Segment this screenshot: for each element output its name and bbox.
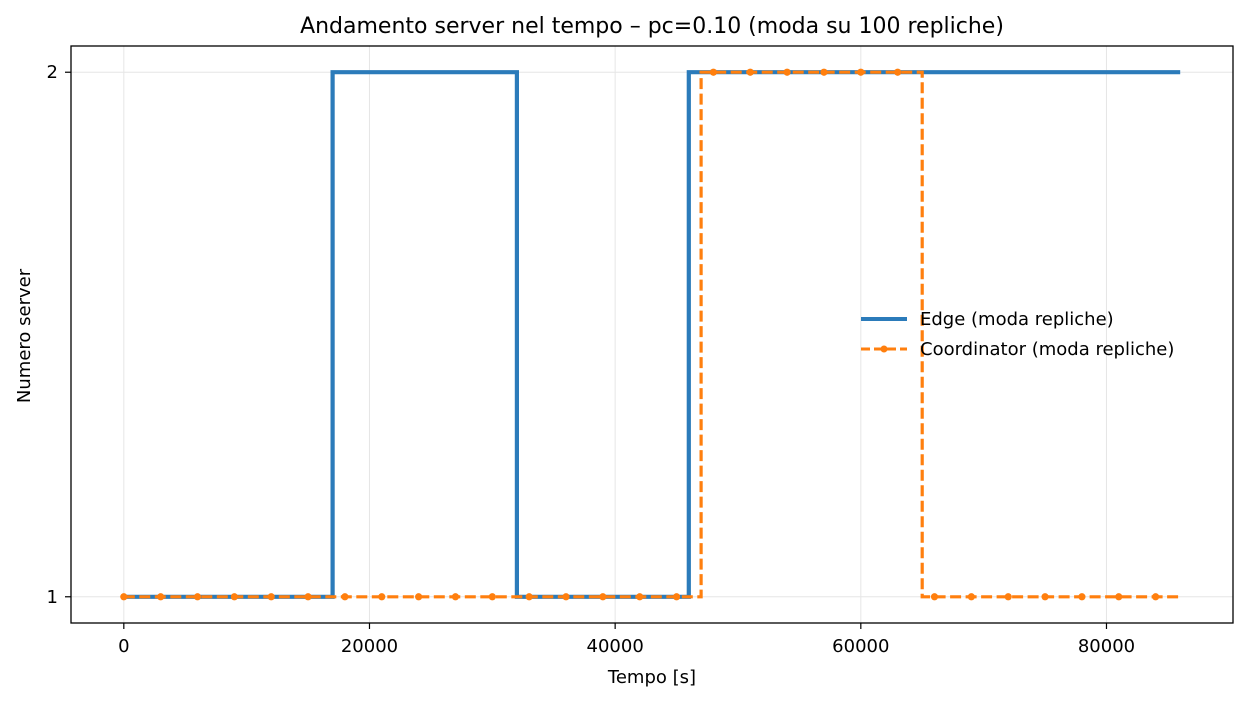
coordinator-marker: [230, 593, 238, 601]
coordinator-marker: [1004, 593, 1012, 601]
coordinator-marker: [1041, 593, 1049, 601]
x-tick-label: 60000: [832, 636, 889, 657]
coordinator-marker: [930, 593, 939, 601]
coordinator-series-line: [123, 70, 1181, 599]
coordinator-marker: [525, 593, 533, 601]
y-tick-label: 2: [47, 62, 58, 83]
coordinator-marker: [1152, 593, 1160, 601]
coordinator-marker: [820, 68, 828, 76]
x-tick-label: 20000: [341, 636, 398, 657]
coordinator-marker: [857, 68, 865, 76]
coordinator-marker: [267, 593, 275, 601]
coordinator-marker: [193, 593, 202, 601]
legend-edge-label: Edge (moda repliche): [920, 309, 1114, 330]
chart-title: Andamento server nel tempo – pc=0.10 (mo…: [300, 14, 1004, 39]
coordinator-marker: [636, 593, 644, 601]
legend: Edge (moda repliche) Coordinator (moda r…: [861, 309, 1174, 360]
coordinator-marker: [1078, 593, 1086, 601]
coordinator-marker: [967, 593, 975, 601]
legend-coordinator-label: Coordinator (moda repliche): [920, 339, 1174, 360]
coordinator-marker: [1115, 593, 1123, 601]
x-axis-label: Tempo [s]: [607, 667, 696, 688]
coordinator-marker: [415, 593, 423, 601]
coordinator-marker: [120, 593, 128, 601]
coordinator-marker: [488, 593, 496, 601]
series-layer: [120, 68, 1181, 601]
coordinator-marker: [783, 68, 791, 76]
coordinator-marker: [562, 593, 570, 601]
legend-coordinator-marker: [880, 345, 888, 353]
plot-frame: [70, 45, 1234, 624]
coordinator-marker: [599, 593, 607, 601]
coordinator-marker: [746, 68, 754, 76]
coordinator-marker: [451, 593, 460, 601]
coordinator-marker: [894, 68, 902, 76]
coordinator-marker: [378, 593, 386, 601]
x-tick-label: 80000: [1078, 636, 1135, 657]
coordinator-marker: [304, 593, 312, 601]
edge-series-line: [123, 70, 1181, 599]
coordinator-marker: [157, 593, 165, 601]
x-tick-label: 0: [118, 636, 129, 657]
coordinator-marker: [341, 593, 349, 601]
y-tick-label: 1: [47, 587, 58, 608]
x-tick-label: 40000: [587, 636, 644, 657]
grid: [71, 46, 1233, 623]
coordinator-marker: [672, 593, 681, 601]
coordinator-marker: [709, 68, 718, 76]
y-axis-label: Numero server: [14, 268, 35, 403]
ticks: 0 20000 40000 60000 80000 1 2: [47, 62, 1136, 657]
